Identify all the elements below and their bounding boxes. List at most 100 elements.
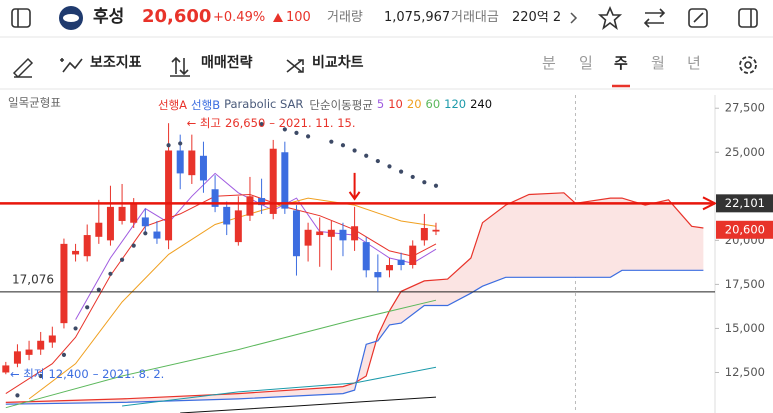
candle-body <box>48 335 56 343</box>
candle-body <box>72 250 80 255</box>
y-tick-label: 12,500 <box>725 365 765 379</box>
panel-toggle[interactable] <box>738 8 758 28</box>
stock-logo-mark <box>63 14 79 22</box>
sar-dot <box>340 143 346 148</box>
price-note-part: 26,650 <box>225 116 265 130</box>
sidebar-toggle[interactable] <box>11 8 31 28</box>
sar-dot <box>259 121 264 127</box>
amount: 220억 2 <box>512 11 562 24</box>
sar-dot <box>131 243 136 248</box>
moving-average <box>180 396 437 413</box>
period-tab[interactable]: 월 <box>651 54 665 72</box>
level-label: 17,076 <box>12 272 54 286</box>
last-price-box <box>716 220 773 239</box>
candle-body <box>118 206 126 221</box>
y-tick-label: 25,000 <box>725 145 765 159</box>
legend-entry: 5 <box>376 97 385 111</box>
candle-body <box>351 226 359 241</box>
candle-body <box>374 272 382 278</box>
price-note-part: ← 최고 <box>187 116 221 130</box>
last-price-label: 20,600 <box>725 222 765 236</box>
sar-dot <box>375 158 380 164</box>
ichimoku-line <box>5 269 704 405</box>
candle-body <box>130 203 138 223</box>
sar-dot <box>410 174 415 180</box>
price-note-part: – 2021. 11. 15. <box>269 116 355 130</box>
candle-body <box>304 229 312 246</box>
legend: 선행A 선행B Parabolic SAR 단순이동평균 5 10 20 60 120 240 <box>158 97 492 113</box>
price-line-tip <box>702 196 718 211</box>
candle-body <box>153 231 161 239</box>
indicator-button[interactable]: 보조지표 <box>90 55 142 71</box>
candle-body <box>246 196 254 216</box>
legend-entry: 20 <box>406 97 422 111</box>
candle-body <box>385 265 393 271</box>
price-note: ← 최고 26,650 – 2021. 11. 15. <box>187 116 356 130</box>
candle-body <box>234 210 242 243</box>
swap-icon[interactable] <box>643 8 666 28</box>
candle-body <box>432 229 440 232</box>
change-rate: +0.49% <box>213 10 266 25</box>
period-tab[interactable]: 주 <box>614 54 628 72</box>
sar-dot <box>422 180 427 185</box>
candle-body <box>316 231 324 236</box>
compare-button[interactable]: 비교차트 <box>312 55 364 71</box>
indicator-icon <box>60 58 83 73</box>
period-tab[interactable]: 분 <box>542 54 556 72</box>
sar-dot <box>108 271 113 276</box>
period-tab[interactable]: 일 <box>579 54 593 72</box>
candle-body <box>409 245 417 266</box>
volume-label: 거래량 <box>327 10 363 25</box>
price-line-box <box>716 194 773 213</box>
moving-average <box>122 366 437 407</box>
price-note: ← 최저 12,400 – 2021. 8. 2. <box>10 367 164 381</box>
y-tick-label: 15,000 <box>725 321 765 335</box>
moving-average <box>5 193 437 395</box>
legend-entry: 60 <box>425 97 441 111</box>
sar-dot <box>329 139 334 144</box>
sar-dot <box>85 305 90 310</box>
legend-entry: Parabolic SAR <box>224 97 304 111</box>
candle-body <box>37 340 45 350</box>
study-title: 일목균형표 <box>8 96 61 110</box>
candle-body <box>211 189 219 207</box>
candle-body <box>292 210 300 257</box>
period-tab[interactable]: 년 <box>687 54 701 72</box>
sar-dot <box>294 130 299 135</box>
ichimoku-cloud <box>5 192 704 405</box>
legend-entry: 10 <box>388 97 403 111</box>
price-note-part: 12,400 <box>48 367 88 381</box>
up-triangle <box>273 13 283 22</box>
settings-icon[interactable] <box>739 56 757 74</box>
candle-body <box>199 155 207 181</box>
legend-entry: 120 <box>444 97 467 111</box>
price: 20,600 <box>142 6 212 27</box>
sar-dot <box>143 231 148 236</box>
draw-icon[interactable] <box>12 57 34 79</box>
candle-body <box>339 229 347 241</box>
candle-body <box>60 243 68 324</box>
candle-body <box>106 206 114 241</box>
candle-body <box>258 198 266 206</box>
y-tick-label: 27,500 <box>725 101 765 115</box>
price-line-label: 22,101 <box>725 196 765 210</box>
ichimoku-line <box>5 192 704 403</box>
sar-dot <box>398 169 404 174</box>
moving-average <box>28 197 437 400</box>
candle-body <box>176 150 184 174</box>
edit-icon[interactable] <box>688 8 708 28</box>
sar-dot <box>15 393 20 398</box>
favorite-icon[interactable] <box>597 5 623 31</box>
candle-body <box>362 242 370 271</box>
sar-dot <box>119 257 125 262</box>
candle-body <box>2 365 10 373</box>
candle-body <box>397 259 405 266</box>
strategy-button[interactable]: 매매전략 <box>201 55 253 71</box>
candle-body <box>25 349 33 355</box>
stock-name: 후성 <box>93 7 125 27</box>
chevron[interactable] <box>570 12 578 24</box>
candle-body <box>95 222 103 237</box>
strategy-icon <box>170 56 190 77</box>
